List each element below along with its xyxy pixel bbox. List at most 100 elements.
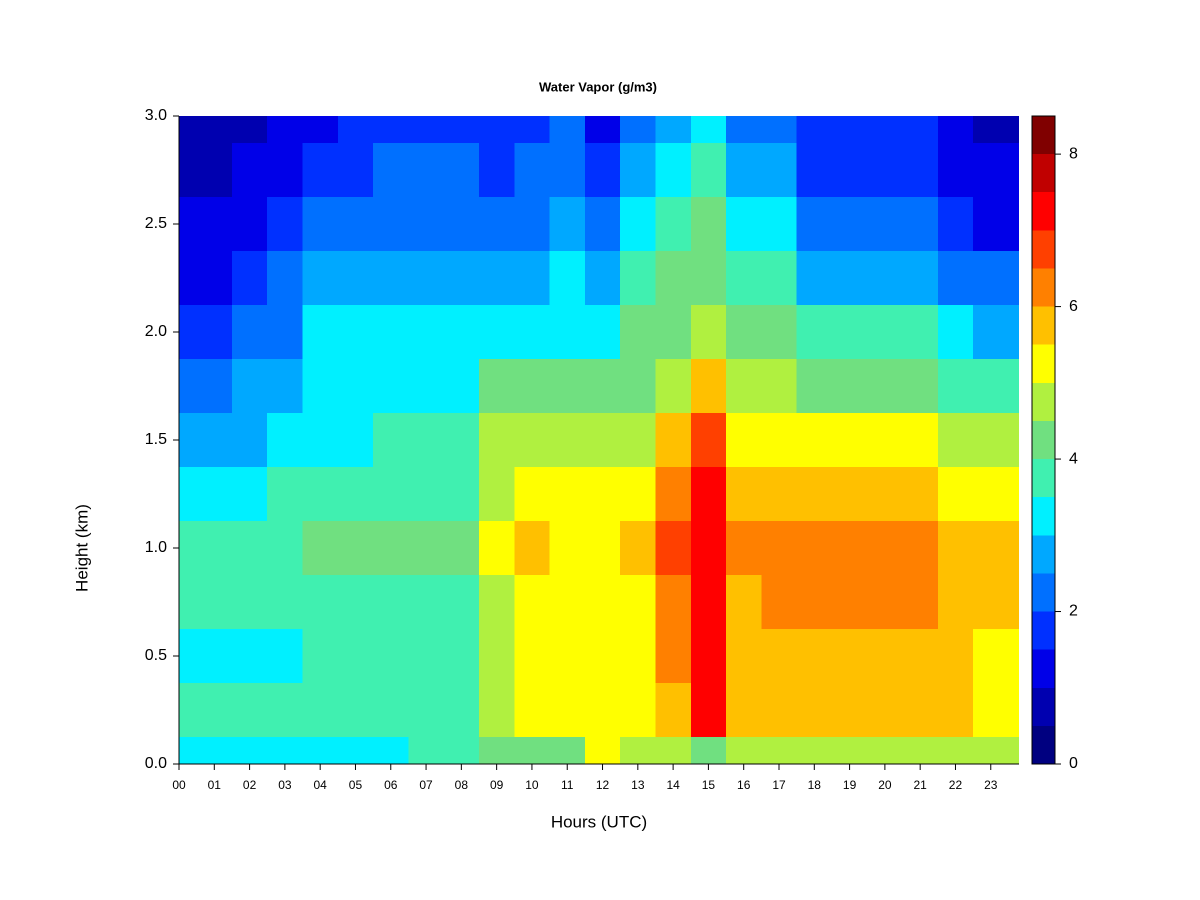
heatmap-cell [514, 197, 550, 251]
heatmap-cell [231, 251, 268, 305]
colorbar-band [1032, 535, 1055, 574]
heatmap-cell [973, 305, 1019, 359]
heatmap-cell [902, 683, 938, 737]
heatmap-cell [549, 575, 585, 629]
heatmap-cell [690, 737, 727, 764]
heatmap-cell [479, 116, 515, 143]
colorbar-band [1032, 116, 1055, 155]
heatmap-cell [761, 629, 797, 683]
heatmap-cell [690, 629, 727, 683]
heatmap-cell [937, 116, 974, 143]
heatmap-cell [443, 116, 479, 143]
heatmap-cell [443, 251, 479, 305]
colorbar-tick-label: 0 [1069, 755, 1078, 772]
heatmap-cell [179, 251, 197, 305]
heatmap-cell [514, 116, 550, 143]
heatmap-cell [479, 683, 515, 737]
heatmap-cell [796, 116, 832, 143]
heatmap-cell [231, 521, 268, 575]
heatmap-cell [231, 575, 268, 629]
heatmap-cell [267, 251, 303, 305]
heatmap-cell [302, 143, 338, 197]
heatmap-cell [690, 143, 727, 197]
heatmap-cell [831, 251, 868, 305]
y-tick-label: 2.5 [145, 215, 167, 232]
heatmap-cell [973, 197, 1019, 251]
heatmap-cell [831, 116, 868, 143]
x-tick-label: 08 [455, 778, 469, 792]
heatmap-cell [902, 467, 938, 521]
heatmap-cell [831, 521, 868, 575]
heatmap-cell [831, 467, 868, 521]
heatmap-cell [179, 359, 197, 413]
heatmap-cell [479, 251, 515, 305]
heatmap-cell [690, 116, 727, 143]
heatmap-cell [761, 305, 797, 359]
x-tick-label: 18 [808, 778, 822, 792]
heatmap-cell [549, 197, 585, 251]
heatmap-cell [690, 359, 727, 413]
heatmap-cell [479, 197, 515, 251]
x-tick-label: 21 [913, 778, 927, 792]
heatmap-cell [267, 305, 303, 359]
heatmap-cell [761, 575, 797, 629]
heatmap-cell [373, 629, 409, 683]
heatmap-cell [584, 683, 621, 737]
heatmap-cell [373, 116, 409, 143]
heatmap-cell [408, 305, 444, 359]
heatmap-cell [443, 629, 479, 683]
heatmap-cell [655, 116, 691, 143]
heatmap-cell [726, 629, 762, 683]
heatmap-cell [231, 116, 268, 143]
heatmap-cell [831, 197, 868, 251]
heatmap-cell [655, 359, 691, 413]
heatmap-cell [302, 683, 338, 737]
heatmap-cell [690, 521, 727, 575]
x-tick-label: 01 [208, 778, 222, 792]
heatmap-cell [761, 143, 797, 197]
heatmap-cell [549, 629, 585, 683]
heatmap-cell [267, 683, 303, 737]
heatmap-cell [902, 575, 938, 629]
heatmap-cell [373, 143, 409, 197]
heatmap-cell [584, 359, 621, 413]
heatmap-cell [973, 143, 1019, 197]
heatmap-cell [408, 683, 444, 737]
heatmap-cell [796, 251, 832, 305]
heatmap-cell [373, 413, 409, 467]
heatmap-cell [690, 197, 727, 251]
heatmap-cell [179, 737, 197, 764]
heatmap-cell [937, 305, 974, 359]
heatmap-cell [655, 305, 691, 359]
colorbar-band [1032, 573, 1055, 612]
heatmap-cell [937, 251, 974, 305]
heatmap-cell [584, 116, 621, 143]
colorbar-band [1032, 459, 1055, 498]
colorbar-tick-label: 2 [1069, 603, 1078, 620]
heatmap [179, 116, 1019, 764]
heatmap-cell [902, 116, 938, 143]
heatmap-cell [179, 575, 197, 629]
heatmap-cell [867, 575, 903, 629]
heatmap-cell [443, 359, 479, 413]
x-tick-label: 11 [561, 778, 574, 792]
heatmap-cell [196, 116, 232, 143]
heatmap-cell [726, 305, 762, 359]
heatmap-cell [196, 467, 232, 521]
heatmap-cell [831, 143, 868, 197]
heatmap-cell [902, 737, 938, 764]
heatmap-cell [549, 143, 585, 197]
heatmap-cell [620, 629, 656, 683]
heatmap-cell [179, 629, 197, 683]
colorbar-band [1032, 725, 1055, 764]
heatmap-cell [620, 359, 656, 413]
heatmap-cell [726, 413, 762, 467]
heatmap-cell [337, 359, 374, 413]
heatmap-cell [267, 467, 303, 521]
colorbar-frame [1031, 115, 1056, 765]
heatmap-cell [584, 521, 621, 575]
heatmap-cell [337, 629, 374, 683]
heatmap-cell [726, 116, 762, 143]
heatmap-cell [408, 197, 444, 251]
